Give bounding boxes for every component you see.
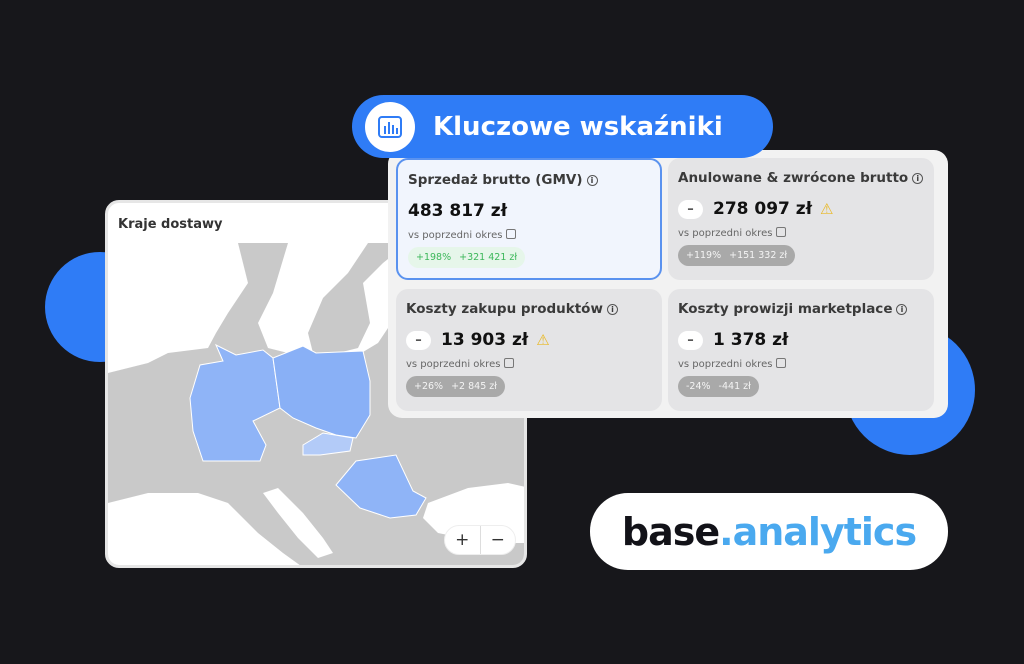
header-title: Kluczowe wskaźniki (433, 111, 723, 142)
kpi-value: 278 097 zł (713, 199, 813, 219)
brand-logo: base .analytics (590, 493, 948, 570)
country-romania[interactable] (335, 454, 427, 519)
logo-part-base: base (621, 509, 720, 554)
header-pill: Kluczowe wskaźniki (352, 95, 773, 158)
minus-icon: – (678, 199, 703, 219)
change-diff: +2 845 zł (451, 381, 497, 392)
mediterranean-sea (108, 493, 300, 565)
logo-part-analytics: .analytics (719, 509, 917, 554)
map-zoom-controls: + − (444, 525, 516, 555)
bar-chart-icon (365, 101, 415, 152)
north-sea (108, 243, 248, 373)
calendar-icon[interactable] (506, 229, 517, 239)
warning-icon: ⚠ (820, 200, 834, 218)
change-diff: +321 421 zł (459, 252, 518, 263)
change-diff: -441 zł (718, 381, 751, 392)
change-badge: -24% -441 zł (678, 376, 759, 397)
zoom-in-button[interactable]: + (455, 530, 470, 550)
kpi-value: 483 817 zł (408, 201, 508, 221)
change-pct: +198% (416, 252, 452, 263)
change-pct: +119% (686, 250, 722, 261)
change-pct: +26% (414, 381, 444, 392)
info-icon[interactable]: i (912, 173, 924, 184)
kpi-title: Koszty prowizji marketplace (678, 301, 893, 317)
change-diff: +151 332 zł (729, 250, 788, 261)
kpi-compare: vs poprzedni okres (678, 228, 773, 239)
kpi-title: Koszty zakupu produktów (406, 301, 603, 317)
change-badge: +198% +321 421 zł (408, 247, 526, 268)
adriatic-sea (263, 488, 333, 558)
kpi-value: 1 378 zł (713, 330, 789, 350)
info-icon[interactable]: i (606, 304, 618, 315)
info-icon[interactable]: i (586, 175, 598, 186)
kpi-title: Sprzedaż brutto (GMV) (408, 172, 583, 188)
country-germany[interactable] (189, 343, 281, 462)
country-poland[interactable] (272, 345, 371, 439)
kpi-compare: vs poprzedni okres (678, 359, 773, 370)
calendar-icon[interactable] (776, 358, 787, 368)
kpi-panel: Sprzedaż brutto (GMV) i 483 817 zł vs pop… (388, 150, 948, 418)
calendar-icon[interactable] (776, 227, 787, 237)
info-icon[interactable]: i (896, 304, 908, 315)
kpi-card-returns[interactable]: Anulowane & zwrócone brutto i –278 097 zł… (668, 158, 934, 280)
minus-icon: – (406, 330, 431, 350)
kpi-card-gmv[interactable]: Sprzedaż brutto (GMV) i 483 817 zł vs pop… (396, 158, 662, 280)
kpi-compare: vs poprzedni okres (408, 230, 503, 241)
kpi-compare: vs poprzedni okres (406, 359, 501, 370)
map-title: Kraje dostawy (118, 217, 223, 232)
change-badge: +26% +2 845 zł (406, 376, 505, 397)
warning-icon: ⚠ (536, 331, 550, 349)
calendar-icon[interactable] (504, 358, 515, 368)
kpi-card-marketplace-fees[interactable]: Koszty prowizji marketplace i –1 378 zł v… (668, 289, 934, 411)
kpi-card-product-costs[interactable]: Koszty zakupu produktów i –13 903 zł ⚠ vs … (396, 289, 662, 411)
zoom-out-button[interactable]: − (479, 526, 516, 554)
change-pct: -24% (686, 381, 711, 392)
kpi-value: 13 903 zł (441, 330, 529, 350)
change-badge: +119% +151 332 zł (678, 245, 796, 266)
kpi-title: Anulowane & zwrócone brutto (678, 170, 909, 186)
country-slovakia[interactable] (302, 432, 354, 456)
minus-icon: – (678, 330, 703, 350)
